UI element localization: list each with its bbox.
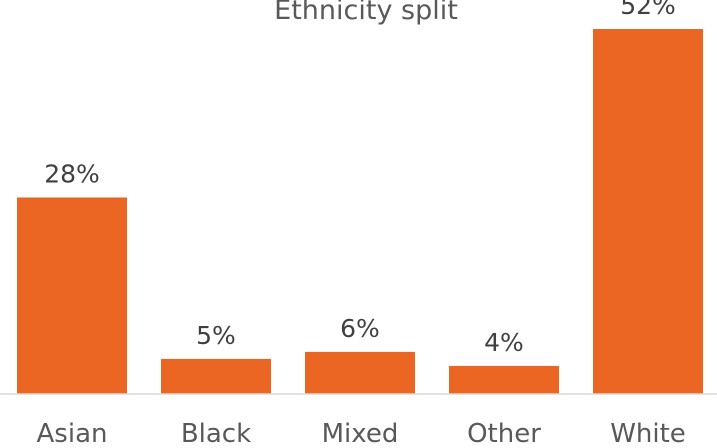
x-tick-label-black: Black [181, 419, 251, 448]
chart-title: Ethnicity split [274, 0, 458, 26]
bar-white [593, 29, 703, 395]
bar-asian [17, 197, 127, 394]
data-label-other: 4% [484, 328, 524, 357]
data-label-asian: 28% [44, 159, 100, 188]
x-tick-label-other: Other [467, 419, 541, 448]
bar-mixed [305, 351, 415, 394]
data-label-white: 52% [620, 0, 676, 20]
data-label-black: 5% [196, 321, 236, 350]
bar-other [449, 365, 559, 394]
data-label-mixed: 6% [340, 314, 380, 343]
x-tick-labels-group: Asian Black Mixed Other White [37, 419, 686, 448]
bar-black [161, 358, 271, 394]
x-tick-label-mixed: Mixed [322, 419, 399, 448]
x-tick-label-asian: Asian [37, 419, 108, 448]
data-labels-group: 28% 5% 6% 4% 52% [44, 0, 676, 357]
bars-group [17, 29, 703, 395]
x-tick-label-white: White [610, 419, 686, 448]
